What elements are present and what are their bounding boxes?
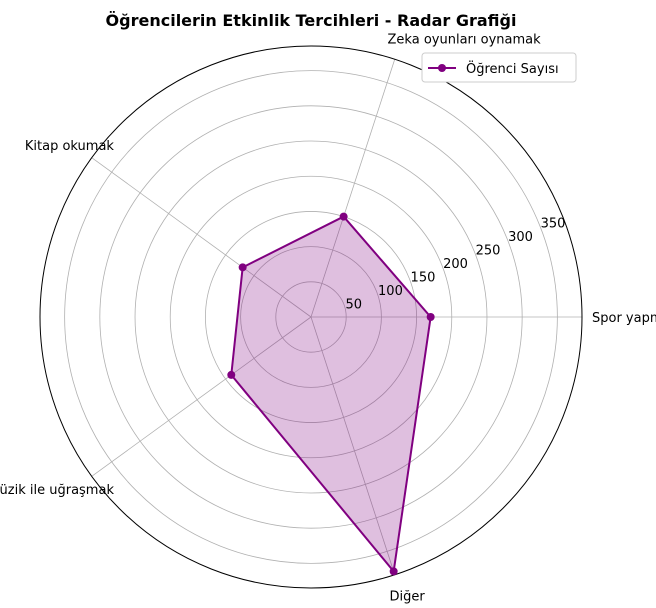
legend: Öğrenci Sayısı: [421, 52, 577, 83]
grid-spoke: [91, 316, 312, 477]
radial-tick-label: 50: [346, 298, 363, 313]
legend-box: [421, 52, 577, 83]
grid-spoke: [310, 59, 396, 318]
legend-label: Öğrenci Sayısı: [466, 60, 559, 77]
data-point: [389, 567, 398, 576]
legend-marker: [438, 64, 446, 72]
grid: [39, 45, 583, 589]
data-point: [238, 263, 247, 272]
data-point: [227, 370, 236, 379]
radial-tick-label: 300: [508, 230, 533, 245]
grid-spoke: [310, 316, 396, 575]
radial-tick-label: 150: [411, 271, 436, 286]
labels: 50 100 150 200 250 300 350 Spor yapmak Zeka oyun…: [0, 32, 656, 604]
outer-frame: [39, 45, 583, 589]
category-label: Spor yapmak: [592, 311, 656, 326]
radial-tick-label: 200: [443, 257, 468, 272]
radial-tick-label: 350: [541, 217, 566, 232]
data-point: [339, 212, 348, 221]
data-point: [426, 313, 435, 321]
grid-spoke: [91, 157, 312, 318]
category-label: Diğer: [390, 590, 426, 605]
category-label: Kitap okumak: [25, 139, 115, 154]
category-label: Zeka oyunları oynamak: [388, 32, 542, 47]
series-layer: [227, 212, 435, 576]
radial-tick-label: 250: [476, 244, 501, 259]
category-label: Müzik ile uğraşmak: [0, 483, 114, 498]
series-line: [230, 215, 432, 573]
radial-tick-label: 100: [378, 284, 403, 299]
chart-title: Öğrencilerin Etkinlik Tercihleri - Radar…: [106, 11, 517, 30]
series-area: [231, 216, 431, 572]
